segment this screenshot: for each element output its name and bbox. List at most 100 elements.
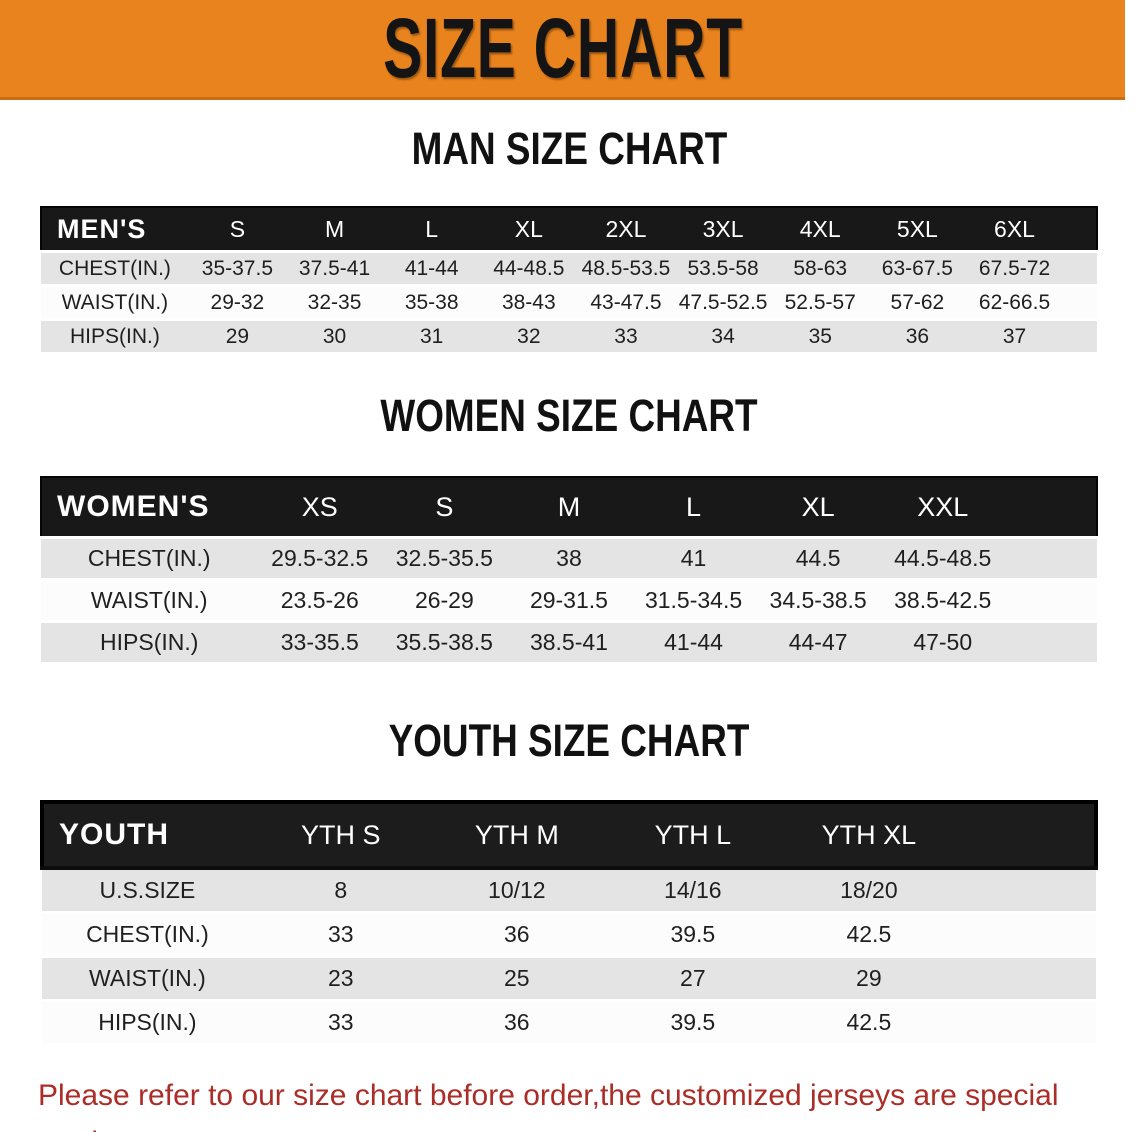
size-column-header: S xyxy=(229,215,246,242)
size-value-cell: 30 xyxy=(322,324,347,348)
banner-title: SIZE CHART xyxy=(382,1,743,95)
measurement-row: WAIST(IN.) 29-32 32-35 35-38 38-43 43-47.5 47.… xyxy=(41,285,1097,320)
size-value-cell: 36 xyxy=(905,324,930,348)
measurement-label-cell: CHEST(IN.) xyxy=(86,921,209,947)
men-size-table: MEN'S S M L XL 2XL 3XL 4XL 5XL 6XL CHEST(IN.) 35-37… xyxy=(40,206,1098,355)
measurement-row: HIPS(IN.) 33-35.5 35.5-38.5 38.5-41 41-44 44-… xyxy=(41,621,1097,664)
size-value-cell: 35 xyxy=(808,324,832,348)
size-value-cell: 29.5-32.5 xyxy=(271,545,369,571)
size-column-header: YTH S xyxy=(301,819,381,850)
women-section-title: WOMEN SIZE CHART xyxy=(0,390,1138,449)
size-value-cell: 18/20 xyxy=(840,877,898,903)
measurement-label-cell: HIPS(IN.) xyxy=(100,629,199,655)
size-column-header: XL xyxy=(514,215,543,242)
size-value-cell: 29-31.5 xyxy=(529,587,608,613)
size-value-cell: 14/16 xyxy=(664,877,722,903)
size-value-cell: 63-67.5 xyxy=(881,256,953,280)
size-value-cell: 29 xyxy=(225,324,250,348)
size-value-cell: 23 xyxy=(328,965,354,991)
measurement-label-cell: CHEST(IN.) xyxy=(87,545,211,571)
size-value-cell: 34 xyxy=(711,324,735,348)
size-value-cell: 38.5-42.5 xyxy=(894,587,992,613)
size-group-label: MEN'S xyxy=(57,213,147,244)
measurement-label-cell: WAIST(IN.) xyxy=(89,965,206,991)
size-table-header-row: WOMEN'S XS S M L XL XXL xyxy=(41,477,1097,538)
size-column-header: M xyxy=(557,491,581,522)
header-filler-cell xyxy=(1063,207,1097,252)
men-section-title-text: MAN SIZE CHART xyxy=(411,123,727,174)
measurement-label-cell: CHEST(IN.) xyxy=(58,256,171,280)
size-group-label: YOUTH xyxy=(59,818,169,851)
row-filler-cell xyxy=(1005,538,1097,580)
row-filler-cell xyxy=(957,868,1096,913)
measurement-label-cell: HIPS(IN.) xyxy=(98,1009,197,1035)
size-group-label: WOMEN'S xyxy=(57,490,210,523)
size-value-cell: 67.5-72 xyxy=(978,256,1051,280)
measurement-label-cell: HIPS(IN.) xyxy=(69,324,160,348)
header-filler-cell xyxy=(1005,477,1097,538)
size-value-cell: 41-44 xyxy=(404,256,459,280)
size-value-cell: 42.5 xyxy=(846,1009,892,1035)
size-value-cell: 44.5-48.5 xyxy=(894,545,992,571)
size-value-cell: 38.5-41 xyxy=(529,629,608,655)
size-column-header: YTH M xyxy=(474,819,559,850)
measurement-row: WAIST(IN.) 23 25 27 29 xyxy=(42,956,1096,1001)
size-value-cell: 43-47.5 xyxy=(590,290,662,314)
measurement-label-cell: U.S.SIZE xyxy=(99,877,196,903)
size-value-cell: 36 xyxy=(504,1009,530,1035)
size-value-cell: 34.5-38.5 xyxy=(769,587,867,613)
measurement-row: CHEST(IN.) 29.5-32.5 32.5-35.5 38 41 44.5 44.5… xyxy=(41,537,1097,580)
size-value-cell: 31.5-34.5 xyxy=(644,587,743,613)
size-value-cell: 58-63 xyxy=(793,256,848,280)
size-column-header: L xyxy=(425,215,439,242)
size-value-cell: 38-43 xyxy=(501,290,556,314)
size-value-cell: 29 xyxy=(856,965,882,991)
size-value-cell: 37.5-41 xyxy=(298,256,371,280)
size-table-header-row: YOUTH YTH S YTH M YTH L YTH XL xyxy=(42,802,1096,868)
size-value-cell: 39.5 xyxy=(670,921,716,947)
size-value-cell: 44.5 xyxy=(795,545,841,571)
measurement-label-cell: WAIST(IN.) xyxy=(61,290,169,314)
size-value-cell: 41 xyxy=(680,545,707,571)
size-value-cell: 27 xyxy=(680,965,706,991)
measurement-row: WAIST(IN.) 23.5-26 26-29 29-31.5 31.5-34.5 34… xyxy=(41,579,1097,622)
size-value-cell: 29-32 xyxy=(210,290,265,314)
size-value-cell: 44-48.5 xyxy=(493,256,565,280)
size-value-cell: 25 xyxy=(504,965,530,991)
measurement-row: HIPS(IN.) 29 30 31 32 33 34 35 36 37 xyxy=(41,319,1097,354)
size-value-cell: 26-29 xyxy=(414,587,474,613)
youth-section-title: YOUTH SIZE CHART xyxy=(0,718,1138,774)
measurement-row: CHEST(IN.) 33 36 39.5 42.5 xyxy=(42,912,1096,957)
size-value-cell: 33 xyxy=(328,921,354,947)
measurement-row: HIPS(IN.) 33 36 39.5 42.5 xyxy=(42,1000,1096,1045)
size-value-cell: 33 xyxy=(328,1009,354,1035)
size-value-cell: 48.5-53.5 xyxy=(581,256,671,280)
women-section-title-text: WOMEN SIZE CHART xyxy=(380,390,758,441)
size-value-cell: 57-62 xyxy=(890,290,945,314)
disclaimer-text: Please refer to our size chart before or… xyxy=(38,1072,1138,1132)
row-filler-cell xyxy=(957,957,1096,1001)
size-column-header: XL xyxy=(801,491,835,522)
size-value-cell: 10/12 xyxy=(488,877,546,903)
size-value-cell: 38 xyxy=(556,545,582,571)
size-value-cell: 39.5 xyxy=(670,1009,716,1035)
size-value-cell: 52.5-57 xyxy=(784,290,856,314)
size-column-header: 5XL xyxy=(896,215,938,242)
size-column-header: XS xyxy=(301,491,338,522)
size-value-cell: 36 xyxy=(504,921,530,947)
measurement-row: U.S.SIZE 8 10/12 14/16 18/20 xyxy=(42,868,1096,913)
size-value-cell: 47-50 xyxy=(913,629,973,655)
youth-size-table: YOUTH YTH S YTH M YTH L YTH XL U.S.SIZE 8 10/12… xyxy=(40,800,1098,1046)
size-value-cell: 8 xyxy=(334,877,348,903)
women-size-table: WOMEN'S XS S M L XL XXL CHEST(IN.) 29.5-32.5 32.5… xyxy=(40,476,1098,665)
measurement-label-cell: WAIST(IN.) xyxy=(90,587,208,613)
size-value-cell: 35-37.5 xyxy=(201,256,274,280)
size-column-header: 3XL xyxy=(702,215,744,242)
size-value-cell: 62-66.5 xyxy=(978,290,1051,314)
size-column-header: YTH L xyxy=(654,819,732,850)
size-value-cell: 33-35.5 xyxy=(280,629,359,655)
row-filler-cell xyxy=(1063,320,1097,354)
row-filler-cell xyxy=(957,913,1096,957)
size-column-header: 6XL xyxy=(994,215,1035,242)
size-value-cell: 35.5-38.5 xyxy=(395,629,493,655)
